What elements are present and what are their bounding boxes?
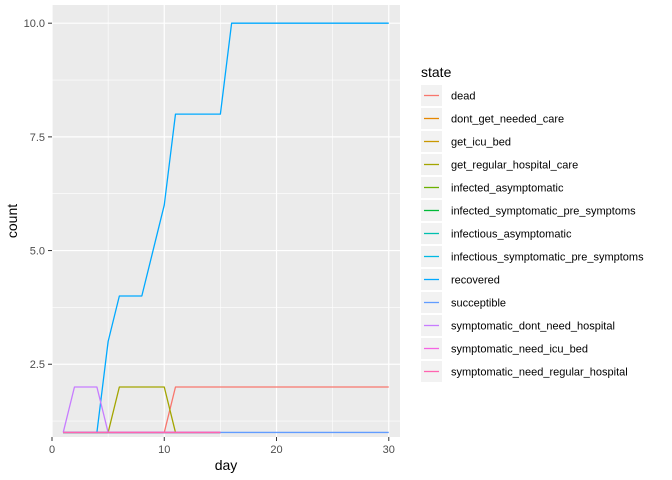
legend-item: dont_get_needed_care (421, 108, 564, 129)
x-tick-label: 30 (383, 444, 395, 456)
legend-item: get_icu_bed (421, 131, 511, 152)
legend-label: get_icu_bed (451, 137, 511, 149)
legend-label: get_regular_hospital_care (451, 160, 578, 172)
legend-item: symptomatic_dont_need_hospital (421, 315, 615, 336)
legend-label: dead (451, 91, 475, 103)
series-lines (62, 22, 389, 434)
legend-item: dead (421, 85, 475, 106)
legend-label: succeptible (451, 298, 506, 310)
legend-label: symptomatic_need_regular_hospital (451, 367, 628, 379)
y-axis-title: count (4, 204, 20, 238)
y-tick-label: 5.0 (30, 246, 45, 258)
y-axis-ticks: 2.5 5.0 7.5 10.0 (24, 18, 52, 371)
legend-item: get_regular_hospital_care (421, 154, 578, 175)
legend-label: infectious_asymptomatic (451, 229, 572, 241)
legend-item: recovered (421, 269, 500, 290)
legend-item: succeptible (421, 292, 506, 313)
x-tick-label: 20 (270, 444, 282, 456)
legend-label: dont_get_needed_care (451, 114, 564, 126)
legend-item: infected_asymptomatic (421, 177, 564, 198)
legend-item: symptomatic_need_regular_hospital (421, 361, 628, 382)
y-tick-label: 2.5 (30, 359, 45, 371)
x-tick-label: 0 (49, 444, 55, 456)
legend-label: infected_asymptomatic (451, 183, 564, 195)
legend-label: recovered (451, 275, 500, 287)
plot-panel (52, 5, 400, 437)
x-axis-title: day (215, 457, 238, 473)
legend-item: infected_symptomatic_pre_symptoms (421, 200, 636, 221)
legend-item: symptomatic_need_icu_bed (421, 338, 588, 359)
legend-title: state (421, 64, 452, 80)
legend-label: symptomatic_need_icu_bed (451, 344, 588, 356)
series-line-recovered (96, 22, 389, 433)
legend: state dead dont_get_needed_care get_icu_be… (421, 64, 644, 382)
legend-item: infectious_symptomatic_pre_symptoms (421, 246, 644, 267)
legend-label: infected_symptomatic_pre_symptoms (451, 206, 636, 218)
legend-label: symptomatic_dont_need_hospital (451, 321, 615, 333)
y-tick-label: 7.5 (30, 132, 45, 144)
legend-item: infectious_asymptomatic (421, 223, 572, 244)
y-tick-label: 10.0 (24, 18, 45, 30)
legend-label: infectious_symptomatic_pre_symptoms (451, 252, 644, 264)
x-tick-label: 10 (158, 444, 170, 456)
x-axis-ticks: 0 10 20 30 (49, 437, 395, 456)
minor-grid (52, 5, 400, 437)
major-grid (51, 5, 400, 437)
